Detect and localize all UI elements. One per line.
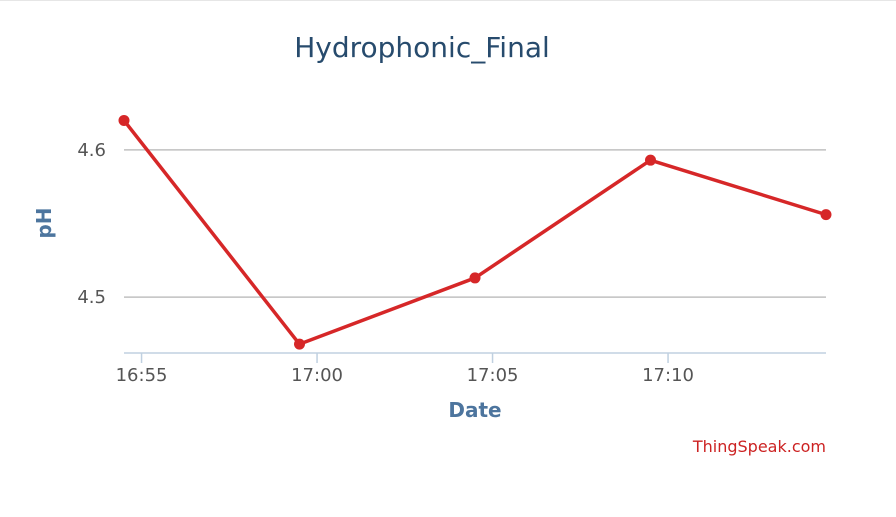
x-tick-label: 17:10: [642, 365, 694, 386]
thingspeak-credit-link[interactable]: ThingSpeak.com: [692, 437, 826, 456]
data-point: [820, 209, 832, 221]
y-tick-label: 4.5: [77, 287, 106, 308]
data-point: [118, 114, 130, 126]
y-tick-label: 4.6: [77, 140, 106, 161]
x-axis-label: Date: [448, 398, 502, 422]
chart-title: Hydrophonic_Final: [294, 31, 550, 64]
data-point: [294, 338, 305, 350]
series-line: [122, 119, 827, 346]
x-tick-label: 17:00: [291, 365, 343, 386]
data-point: [469, 272, 481, 284]
data-point: [645, 154, 656, 166]
x-tick-label: 16:55: [116, 365, 168, 386]
x-tick-label: 17:05: [467, 365, 519, 386]
